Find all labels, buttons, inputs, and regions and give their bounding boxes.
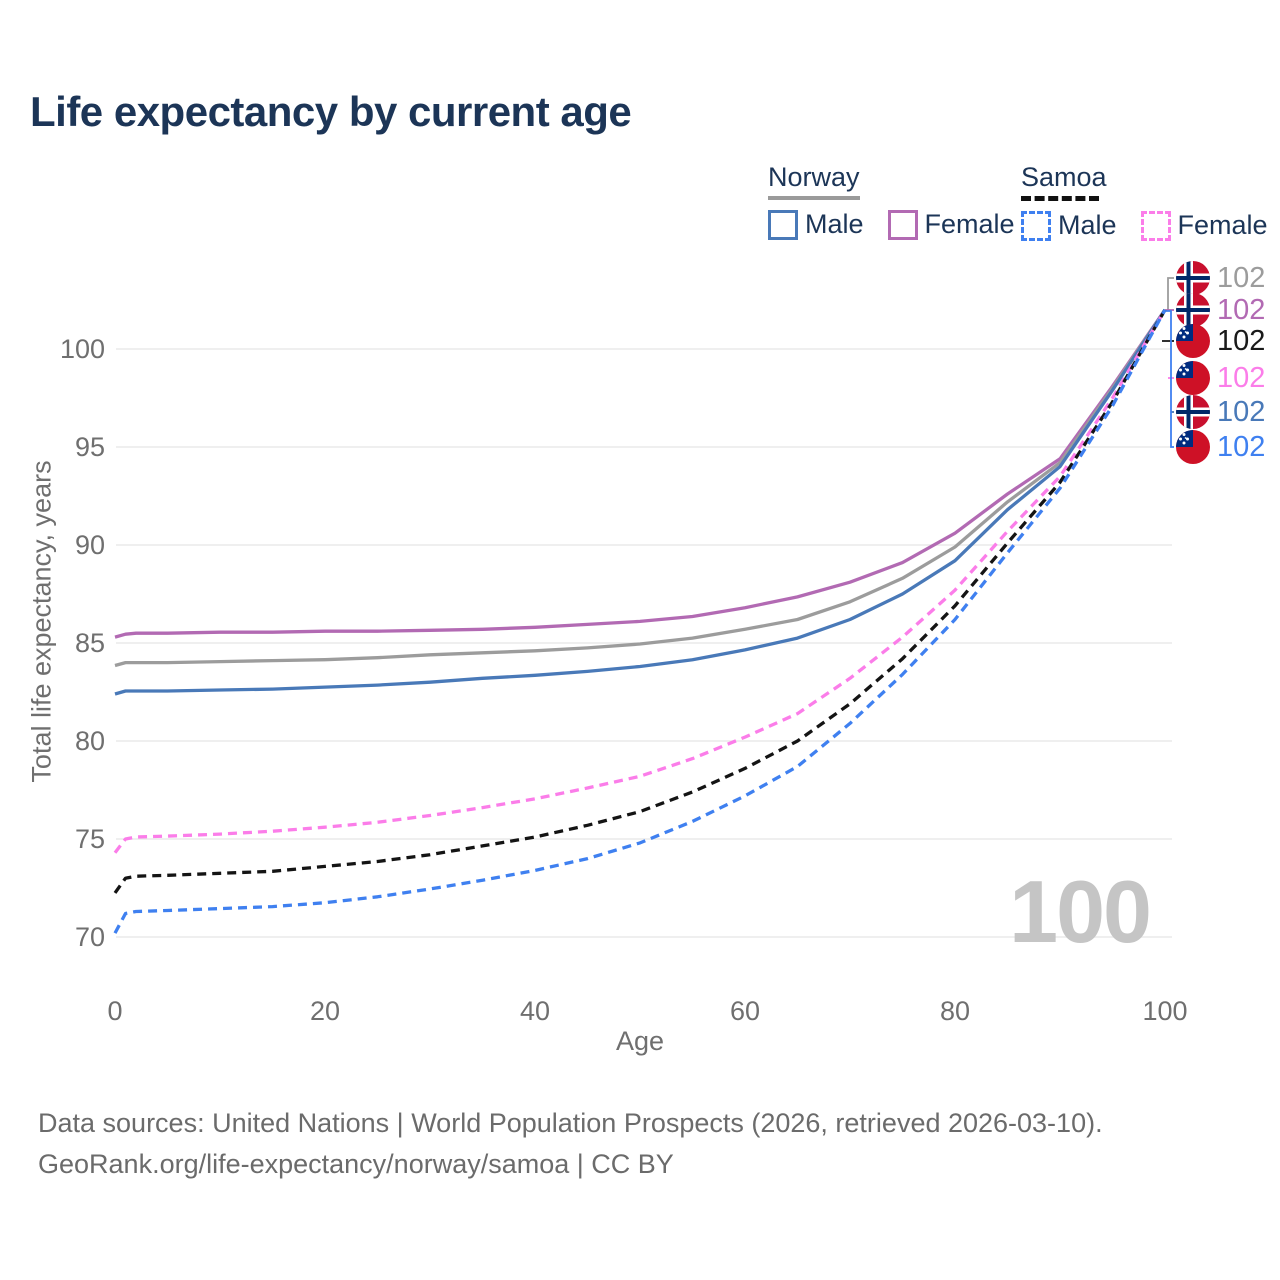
y-tick-95: 95 bbox=[74, 432, 105, 462]
end-label-samoa-female: 102 bbox=[1176, 360, 1265, 396]
x-tick-60: 60 bbox=[729, 996, 761, 1026]
legend-item-norway-male[interactable]: Male bbox=[768, 209, 864, 240]
samoa-female-checkbox[interactable] bbox=[1140, 210, 1171, 241]
leader-line-0 bbox=[1167, 277, 1174, 310]
legend-label-norway-female[interactable]: Female bbox=[924, 209, 1015, 239]
end-value: 102 bbox=[1217, 361, 1266, 394]
x-axis-title: Age bbox=[615, 1026, 665, 1056]
legend-label-norway-male[interactable]: Male bbox=[805, 209, 864, 239]
norway-flag-icon bbox=[1176, 261, 1210, 295]
data-source-note: Data sources: United Nations | World Pop… bbox=[38, 1108, 1103, 1138]
end-value: 102 bbox=[1217, 395, 1266, 428]
series-samoa-female bbox=[113, 308, 1167, 854]
x-tick-100: 100 bbox=[1142, 996, 1188, 1026]
y-tick-90: 90 bbox=[74, 530, 105, 560]
leader-line-5 bbox=[1165, 310, 1174, 448]
end-label-samoa-male: 102 bbox=[1176, 429, 1265, 465]
end-label-norway-male: 102 bbox=[1176, 394, 1265, 430]
legend-label-samoa-female[interactable]: Female bbox=[1177, 210, 1268, 240]
series-samoa-male bbox=[113, 309, 1167, 934]
legend-country-norway: Norway bbox=[768, 162, 860, 192]
end-label-norway-female: 102 bbox=[1176, 292, 1265, 328]
end-value: 102 bbox=[1217, 324, 1266, 357]
legend-country-samoa: Samoa bbox=[1021, 162, 1107, 192]
end-label-norway-total: 102 bbox=[1176, 260, 1265, 296]
legend-item-samoa-female[interactable]: Female bbox=[1140, 210, 1268, 241]
samoa-flag-icon bbox=[1176, 361, 1210, 395]
norway-flag-icon bbox=[1176, 395, 1210, 429]
y-tick-85: 85 bbox=[74, 628, 105, 658]
x-tick-0: 0 bbox=[107, 996, 123, 1026]
age-counter-watermark: 100 bbox=[1009, 862, 1152, 961]
end-value: 102 bbox=[1217, 293, 1266, 326]
norway-male-checkbox[interactable] bbox=[768, 209, 798, 240]
y-tick-70: 70 bbox=[74, 922, 105, 952]
samoa-male-checkbox[interactable] bbox=[1021, 210, 1051, 241]
samoa-flag-icon bbox=[1176, 430, 1210, 464]
series-samoa-total bbox=[113, 308, 1167, 894]
y-axis-title: Total life expectancy, years bbox=[26, 460, 57, 783]
norway-line-style-sample bbox=[768, 196, 860, 200]
y-tick-75: 75 bbox=[74, 824, 105, 854]
y-tick-80: 80 bbox=[74, 726, 105, 756]
y-tick-100: 100 bbox=[59, 334, 105, 364]
x-tick-20: 20 bbox=[309, 996, 341, 1026]
end-value: 102 bbox=[1217, 430, 1266, 463]
attribution-note: GeoRank.org/life-expectancy/norway/samoa… bbox=[38, 1149, 674, 1179]
samoa-line-style-sample bbox=[1021, 196, 1099, 201]
series-norway-male bbox=[114, 308, 1167, 696]
legend-item-samoa-male[interactable]: Male bbox=[1021, 210, 1117, 241]
x-tick-40: 40 bbox=[519, 996, 551, 1026]
page-title: Life expectancy by current age bbox=[30, 88, 632, 135]
series-norway-female bbox=[114, 308, 1167, 639]
end-value: 102 bbox=[1217, 261, 1266, 294]
norway-flag-icon bbox=[1176, 293, 1210, 327]
series-norway-total bbox=[114, 308, 1167, 668]
legend-group-norway: Norway Male Female bbox=[768, 162, 1039, 240]
end-label-samoa-total: 102 bbox=[1176, 323, 1265, 359]
legend-label-samoa-male[interactable]: Male bbox=[1058, 210, 1117, 240]
legend-item-norway-female[interactable]: Female bbox=[887, 209, 1015, 240]
samoa-flag-icon bbox=[1176, 324, 1210, 358]
legend-group-samoa: Samoa Male Female bbox=[1021, 162, 1280, 241]
x-tick-80: 80 bbox=[939, 996, 971, 1026]
norway-female-checkbox[interactable] bbox=[887, 209, 918, 240]
